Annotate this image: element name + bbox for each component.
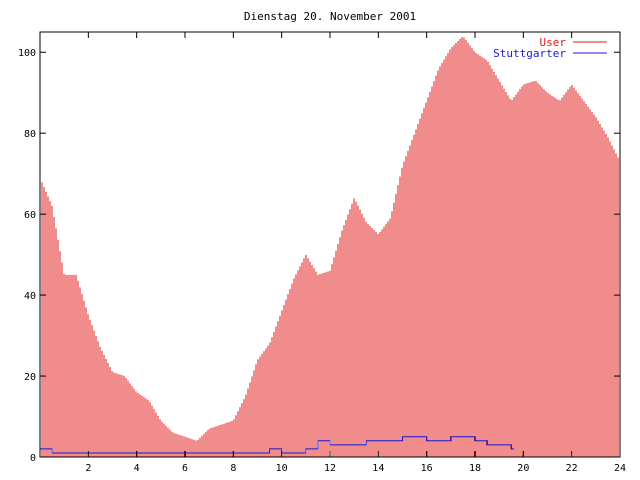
y-tick-label: 40 bbox=[24, 291, 36, 302]
y-tick-label: 20 bbox=[24, 372, 36, 383]
x-tick-label: 16 bbox=[421, 463, 433, 474]
x-tick-label: 14 bbox=[372, 463, 384, 474]
x-tick-label: 24 bbox=[614, 463, 626, 474]
x-tick-label: 4 bbox=[134, 463, 140, 474]
stuttgarter-line-group bbox=[40, 436, 514, 454]
legend-label: User bbox=[540, 36, 567, 49]
x-tick-label: 8 bbox=[230, 463, 236, 474]
x-tick-label: 12 bbox=[324, 463, 336, 474]
chart-title: Dienstag 20. November 2001 bbox=[244, 10, 416, 23]
x-tick-label: 18 bbox=[469, 463, 481, 474]
x-tick-label: 6 bbox=[182, 463, 188, 474]
user-bars bbox=[39, 36, 621, 457]
x-tick-label: 10 bbox=[276, 463, 288, 474]
x-axis: 2 4 6 8 10 12 14 16 18 20 22 24 bbox=[85, 32, 626, 474]
y-tick-label: 0 bbox=[30, 453, 36, 464]
x-tick-label: 22 bbox=[566, 463, 578, 474]
legend-label: Stuttgarter bbox=[493, 47, 566, 60]
x-tick-label: 20 bbox=[517, 463, 529, 474]
y-tick-label: 60 bbox=[24, 210, 36, 221]
stuttgarter-line bbox=[40, 436, 514, 454]
y-tick-label: 100 bbox=[18, 48, 36, 59]
x-tick-label: 2 bbox=[85, 463, 91, 474]
y-axis: 0 20 40 60 80 100 bbox=[18, 48, 620, 464]
y-tick-label: 80 bbox=[24, 129, 36, 140]
